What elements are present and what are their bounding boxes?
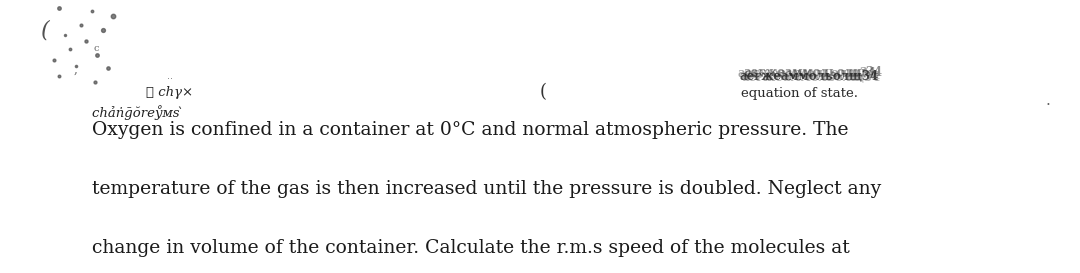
Text: (: ( [41,19,50,41]
Text: c: c [94,44,99,53]
Text: аеғжеаммольолщ34: аеғжеаммольолщ34 [740,70,879,83]
Text: аеғжеаммольолщ34: аеғжеаммольолщ34 [738,67,877,80]
Text: equation of state.: equation of state. [741,87,858,100]
Text: ,: , [73,63,78,76]
Text: аеғжеаммольолщ34: аеғжеаммольолщ34 [742,71,881,84]
Text: Oxygen is confined in a container at 0°C and normal atmospheric pressure. The: Oxygen is confined in a container at 0°C… [92,121,848,140]
Text: аеғжеаммольолщ34: аеғжеаммольолщ34 [743,66,882,79]
Text: temperature of the gas is then increased until the pressure is doubled. Neglect : temperature of the gas is then increased… [92,180,881,198]
Text: ∷ chγ×: ∷ chγ× [146,86,193,99]
Text: ·: · [1045,98,1051,113]
Text: (: ( [540,83,546,101]
Text: change in volume of the container. Calculate the r.m.s speed of the molecules at: change in volume of the container. Calcu… [92,239,850,257]
Text: chảṅḡŏreẙᴍs ̀: chảṅḡŏreẙᴍs ̀ [92,105,184,120]
Text: ··: ·· [167,74,174,84]
